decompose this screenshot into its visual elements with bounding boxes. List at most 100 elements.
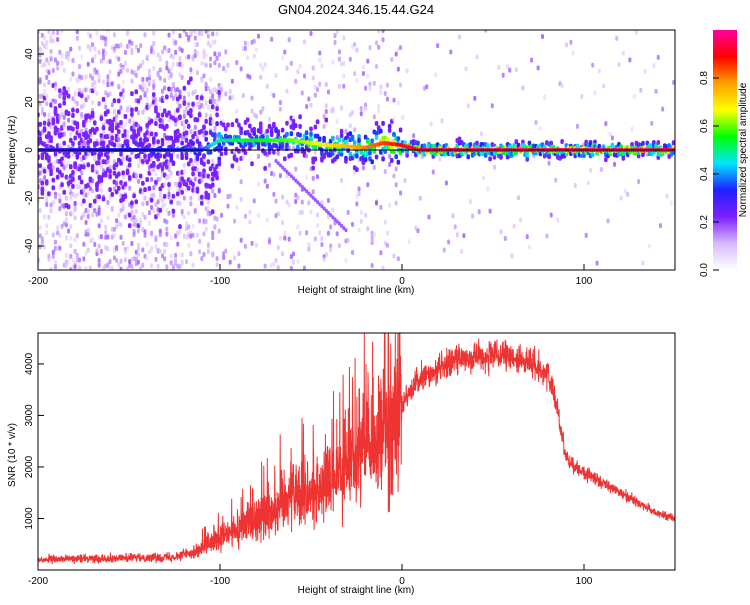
spectrogram-noise-cell [545, 233, 549, 239]
spectrogram-noise-cell [276, 245, 280, 251]
spectrogram-noise-cell [150, 176, 154, 182]
spectrogram-noise-cell [182, 113, 186, 119]
spectrogram-noise-cell [342, 73, 346, 79]
spectrogram-noise-cell [377, 108, 381, 114]
snr-ticks: -200 -100 0 100 1000 2000 3000 4000 [24, 352, 593, 587]
spectrogram-noise-cell [185, 31, 189, 37]
spectrogram-noise-cell [132, 214, 136, 220]
spectrogram-noise-cell [62, 114, 66, 120]
spectrogram-band-cell [47, 155, 51, 161]
spectrogram-noise-cell [187, 91, 191, 97]
spectrogram-noise-cell [45, 40, 49, 46]
spectrogram-band-cell [516, 142, 521, 148]
spectrogram-noise-cell [296, 258, 300, 264]
spectrogram-noise-cell [416, 228, 420, 234]
spectrogram-band-cell [108, 168, 112, 174]
spectrogram-noise-cell [388, 153, 392, 159]
spectrogram-band-cell [241, 145, 246, 151]
spectrogram-band-cell [49, 171, 53, 177]
spectrogram-noise-cell [514, 67, 518, 73]
spectrogram-branch-cell [278, 163, 282, 168]
spectrogram-noise-cell [91, 178, 95, 184]
spectrogram-band-cell [156, 113, 160, 119]
spectrogram-noise-cell [182, 95, 186, 101]
spectrogram-noise-cell [259, 74, 263, 80]
spectrogram-noise-cell [418, 195, 422, 201]
spectrogram-noise-cell [145, 87, 149, 93]
spectrogram-band-cell [549, 140, 554, 146]
spectrogram-band-cell [248, 123, 252, 129]
spectrogram-noise-cell [182, 162, 186, 168]
spectrogram-noise-cell [77, 266, 81, 270]
spectrogram-band-cell [376, 125, 381, 131]
spectrogram-noise-cell [121, 79, 125, 85]
spectrogram-noise-cell [77, 64, 81, 70]
spectrogram-noise-cell [91, 237, 95, 243]
spectrogram-noise-cell [99, 218, 103, 224]
spectrogram-band-cell [486, 143, 490, 149]
spectrogram-band-cell [390, 145, 394, 151]
spectrogram-noise-cell [364, 105, 368, 111]
spectrogram-noise-cell [643, 68, 647, 74]
spectrogram-noise-cell [189, 195, 193, 201]
spectrogram-noise-cell [278, 100, 282, 106]
spectrogram-band-cell [525, 156, 530, 162]
spectrogram-band-cell [230, 163, 235, 169]
spectrogram-band-cell [344, 155, 348, 161]
spectrogram-band-cell [92, 198, 97, 204]
spectrogram-branch-cell [313, 197, 317, 202]
spectrogram-noise-cell [73, 264, 77, 270]
spectrogram-noise-cell [62, 159, 66, 165]
spectrogram-noise-cell [178, 200, 182, 206]
spectrogram-band-cell [71, 107, 75, 113]
spectrogram-band-cell [132, 193, 136, 199]
spectrogram-noise-cell [475, 54, 479, 60]
spectrogram-noise-cell [361, 165, 365, 171]
spectrogram-noise-cell [69, 243, 73, 249]
spectrogram-noise-cell [165, 60, 169, 66]
spectrogram-noise-cell [136, 246, 140, 252]
spectrogram-noise-cell [204, 100, 208, 106]
spectrogram-band-cell [97, 194, 101, 200]
spectrogram-band-cell [280, 127, 285, 133]
spectrogram-noise-cell [110, 205, 114, 211]
spectrogram-noise-cell [112, 159, 116, 165]
spectrogram-noise-cell [45, 198, 49, 204]
spectrogram-noise-cell [292, 251, 296, 257]
spectrogram-noise-cell [75, 233, 79, 239]
spectrogram-noise-cell [294, 199, 298, 205]
spectrogram-noise-cell [198, 218, 202, 224]
spectrogram-band-cell [560, 139, 564, 145]
spectrogram-band-cell [656, 140, 661, 146]
spectrogram-noise-cell [62, 121, 66, 127]
spectrogram-noise-cell [169, 170, 173, 176]
spectrogram-xlabel: Height of straight line (km) [298, 285, 415, 296]
spectrogram-band-cell [267, 149, 272, 155]
spectrogram-noise-cell [381, 37, 385, 43]
spectrogram-noise-cell [492, 164, 496, 170]
spectrogram-band-cell [95, 141, 99, 147]
spectrogram-noise-cell [213, 39, 217, 45]
spectrogram-noise-cell [606, 218, 610, 224]
spectrogram-noise-cell [123, 257, 127, 263]
spectrogram-noise-cell [156, 212, 160, 218]
spectrogram-noise-cell [222, 255, 226, 261]
spectrogram-band-cell [671, 140, 675, 146]
spectrogram-noise-cell [200, 30, 204, 36]
spectrogram-noise-cell [167, 139, 171, 145]
spectrogram-band-cell [73, 135, 77, 141]
spectrogram-band-cell [304, 130, 309, 136]
spectrogram-noise-cell [147, 104, 151, 110]
spectrogram-noise-cell [202, 252, 206, 258]
spectrogram-noise-cell [287, 145, 291, 151]
spectrogram-band-cell [154, 131, 158, 137]
spectrogram-band-cell [234, 157, 239, 163]
spectrogram-band-cell [217, 142, 222, 148]
spectrogram-noise-cell [541, 34, 545, 40]
colorbar-label: Normalized spectral amplitude [738, 82, 749, 217]
spectrogram-noise-cell [313, 149, 317, 155]
spectrogram-band-cell [381, 120, 385, 126]
spectrogram-noise-cell [84, 250, 88, 256]
spectrogram-band-cell [114, 189, 119, 195]
